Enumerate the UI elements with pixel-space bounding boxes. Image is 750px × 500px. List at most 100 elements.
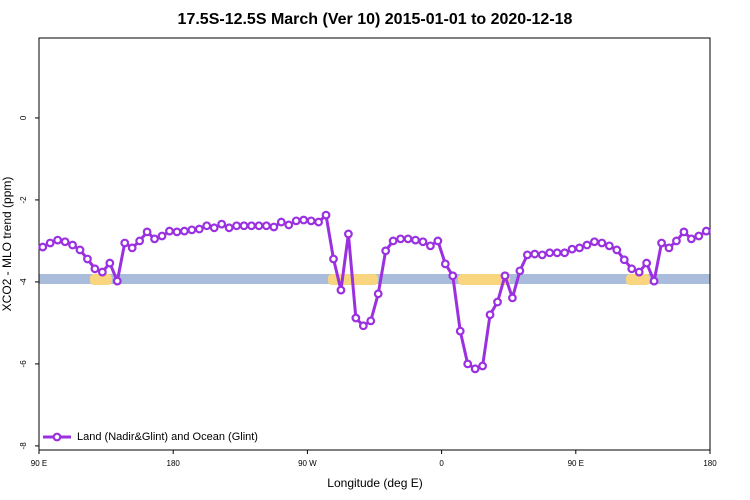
y-tick-label: -8 xyxy=(19,442,28,450)
data-point xyxy=(254,221,264,231)
data-point xyxy=(552,248,562,258)
data-point xyxy=(649,276,659,286)
data-point xyxy=(321,210,331,220)
plot-frame xyxy=(38,37,711,451)
x-tick-label: 0 xyxy=(439,459,444,468)
data-point xyxy=(202,221,212,231)
data-point xyxy=(455,326,465,336)
data-point xyxy=(642,258,652,268)
data-point xyxy=(358,321,368,331)
data-point xyxy=(75,245,85,255)
x-tick-label: 180 xyxy=(167,459,181,468)
legend-label: Land (Nadir&Glint) and Ocean (Glint) xyxy=(77,431,258,443)
legend-marker xyxy=(52,432,62,442)
data-point xyxy=(388,236,398,246)
x-tick-label: 90 W xyxy=(298,459,317,468)
data-point xyxy=(537,250,547,260)
data-point xyxy=(686,234,696,244)
data-point xyxy=(217,219,227,229)
y-tick-label: -6 xyxy=(19,360,28,368)
data-point xyxy=(634,267,644,277)
data-point xyxy=(411,235,420,245)
data-point xyxy=(135,236,145,246)
data-point xyxy=(567,244,577,254)
data-point xyxy=(522,250,532,260)
data-point xyxy=(508,293,517,303)
data-point xyxy=(433,236,443,246)
data-point xyxy=(701,226,711,236)
data-point xyxy=(694,231,704,241)
data-point xyxy=(351,313,361,323)
data-point xyxy=(165,226,174,236)
data-point xyxy=(90,264,100,274)
data-point xyxy=(373,289,383,299)
data-point xyxy=(209,223,219,233)
data-point xyxy=(179,226,189,236)
land-band xyxy=(458,274,510,285)
data-point xyxy=(679,227,689,237)
data-point xyxy=(105,258,115,268)
data-point xyxy=(314,217,323,227)
x-tick-label: 90 E xyxy=(568,459,584,468)
data-point xyxy=(150,234,159,244)
data-point xyxy=(38,242,48,252)
data-point xyxy=(232,221,241,231)
data-point xyxy=(284,220,294,230)
data-point xyxy=(448,271,458,281)
data-point xyxy=(403,234,413,244)
data-point xyxy=(261,221,271,231)
data-point xyxy=(194,224,204,234)
data-point xyxy=(657,238,666,248)
data-point xyxy=(597,238,607,248)
data-point xyxy=(493,297,502,307)
data-point xyxy=(157,231,167,241)
data-point xyxy=(664,243,674,253)
data-point xyxy=(97,267,107,277)
data-point xyxy=(604,241,614,251)
data-point xyxy=(142,227,152,237)
data-point xyxy=(426,241,435,251)
y-tick-label: 0 xyxy=(19,115,28,120)
x-tick-label: 180 xyxy=(703,459,717,468)
x-axis-label: Longitude (deg E) xyxy=(327,476,422,490)
data-point xyxy=(545,248,555,258)
data-point xyxy=(619,255,629,265)
land-band xyxy=(626,274,650,285)
data-point xyxy=(276,217,286,227)
data-point xyxy=(329,254,338,264)
data-point xyxy=(53,235,63,245)
land-band xyxy=(90,274,112,285)
data-point xyxy=(463,359,473,369)
data-point xyxy=(127,243,137,253)
data-point xyxy=(575,243,584,253)
data-point xyxy=(440,259,450,269)
data-point xyxy=(299,215,309,225)
y-tick-label: -4 xyxy=(19,278,28,286)
data-point xyxy=(172,227,182,237)
data-point xyxy=(500,271,510,281)
data-point xyxy=(530,249,540,259)
data-point xyxy=(418,237,428,247)
data-point xyxy=(112,276,122,286)
data-point xyxy=(45,238,55,248)
data-point xyxy=(470,364,480,374)
data-point xyxy=(239,221,249,231)
data-point xyxy=(381,246,391,256)
data-point xyxy=(336,285,346,295)
data-point xyxy=(187,225,197,235)
data-point xyxy=(478,361,488,371)
data-point xyxy=(515,266,525,276)
data-point xyxy=(291,216,301,226)
data-point xyxy=(247,221,256,231)
data-point xyxy=(672,236,681,246)
y-axis-label: XCO2 - MLO trend (ppm) xyxy=(0,177,14,312)
data-point xyxy=(60,237,70,247)
data-point xyxy=(396,234,405,244)
data-point xyxy=(612,245,622,255)
data-point xyxy=(68,240,77,250)
data-point xyxy=(485,310,495,320)
data-point xyxy=(366,316,376,326)
data-point xyxy=(582,240,592,250)
data-point xyxy=(344,229,353,239)
